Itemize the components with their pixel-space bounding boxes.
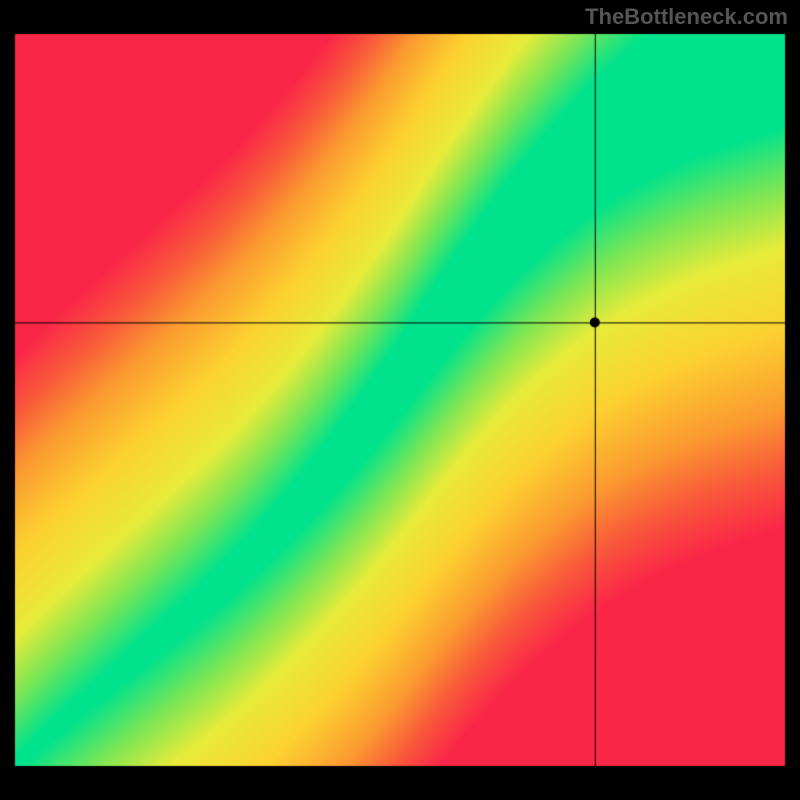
watermark-text: TheBottleneck.com (585, 4, 788, 30)
chart-container: { "watermark": "TheBottleneck.com", "can… (0, 0, 800, 800)
bottleneck-heatmap (0, 0, 800, 800)
